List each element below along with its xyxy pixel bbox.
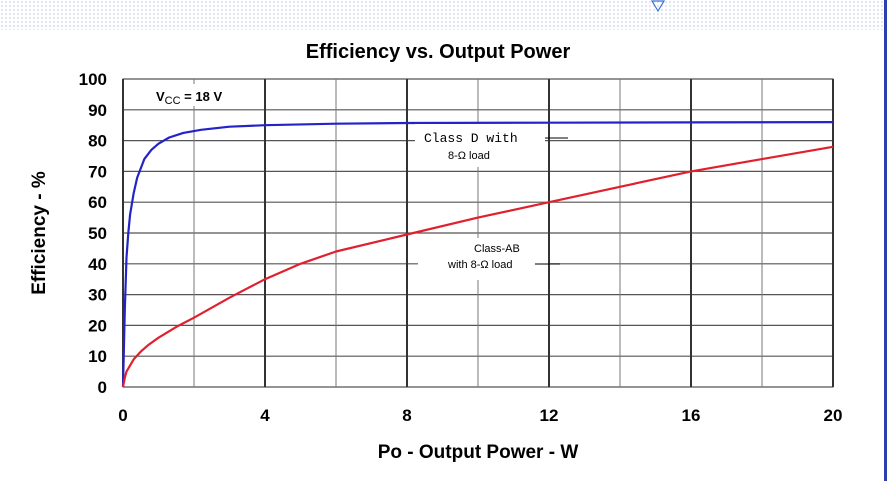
class-d-label-line2: 8-Ω load [448,150,490,162]
chart-title: Efficiency vs. Output Power [306,41,571,63]
x-tick-label: 12 [540,406,559,425]
y-tick-label: 40 [88,255,107,274]
x-tick-label: 20 [824,406,843,425]
class-ab-label-line1: Class-AB [474,243,520,255]
y-tick-label: 70 [88,162,107,181]
y-axis-label: Efficiency - % [29,171,50,295]
y-tick-label: 0 [98,378,107,397]
y-tick-label: 80 [88,132,107,151]
x-tick-label: 16 [682,406,701,425]
y-tick-label: 100 [79,70,107,89]
y-tick-label: 60 [88,193,107,212]
y-tick-label: 90 [88,101,107,120]
right-edge-strip [884,0,887,481]
series-line-2 [121,145,834,388]
down-triangle-icon [651,0,665,13]
class-d-annotation-box [415,124,545,167]
x-axis-label: Po - Output Power - W [378,442,579,463]
x-tick-label: 0 [118,406,127,425]
series-layer [121,121,834,388]
class-ab-annotation-box [418,238,548,280]
x-tick-label: 4 [260,406,270,425]
x-tick-label: 8 [402,406,411,425]
tick-labels: 0 10 20 30 40 50 60 70 80 90 100 0 4 8 12 16 20 [79,70,843,425]
class-d-label-line1: Class D with [424,131,518,146]
grid-lines [122,78,834,388]
class-ab-label-line2: with 8-Ω load [447,259,512,271]
y-tick-label: 10 [88,347,107,366]
y-tick-label: 50 [88,224,107,243]
series-line-1 [121,121,834,388]
y-tick-label: 30 [88,286,107,305]
vcc-annotation: VCC = 18 V [156,89,222,107]
vcc-annotation-box [146,84,246,106]
y-tick-label: 20 [88,316,107,335]
top-dotted-band [0,0,887,30]
